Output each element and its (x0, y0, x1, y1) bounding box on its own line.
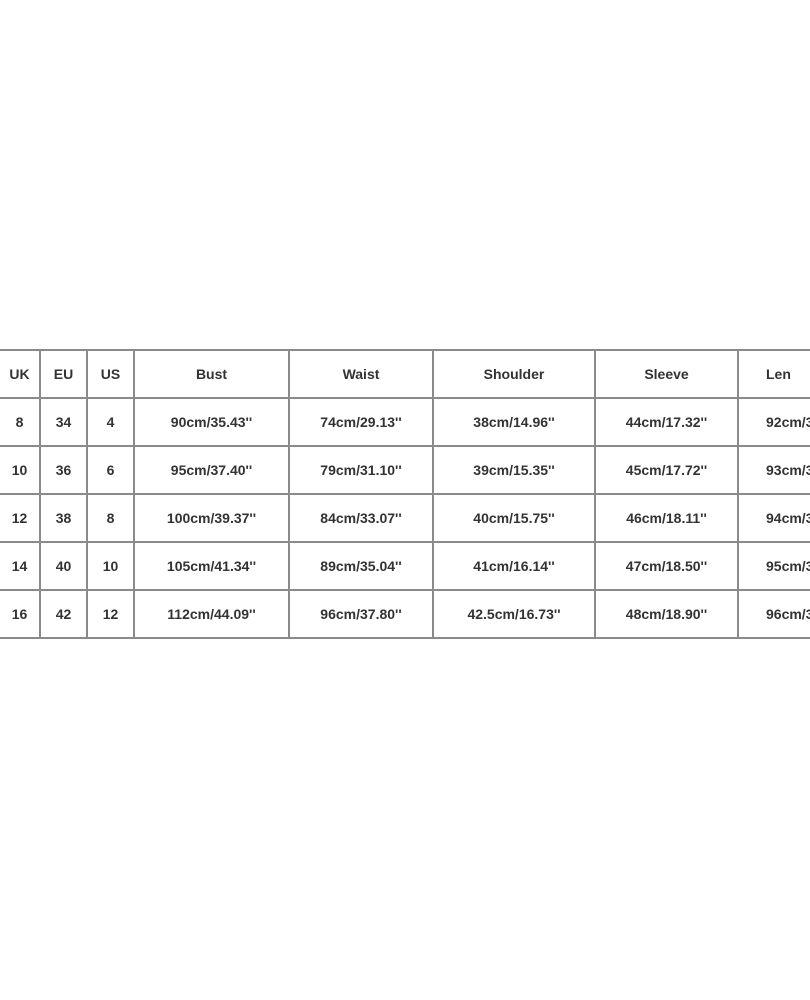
cell-bust: 90cm/35.43'' (133, 397, 290, 447)
header-length: Len (737, 349, 810, 399)
cell-uk: 12 (0, 493, 41, 543)
cell-bust: 112cm/44.09'' (133, 589, 290, 639)
cell-bust: 105cm/41.34'' (133, 541, 290, 591)
table-row: 16 42 12 112cm/44.09'' 96cm/37.80'' 42.5cm/16… (0, 589, 810, 639)
cell-shoulder: 39cm/15.35'' (432, 445, 596, 495)
cell-eu: 42 (39, 589, 88, 639)
header-row: UK EU US Bust Waist Shoulder Sleeve Len (0, 349, 810, 399)
table-row: 8 34 4 90cm/35.43'' 74cm/29.13'' 38cm/14.96''… (0, 397, 810, 447)
header-eu: EU (39, 349, 88, 399)
cell-sleeve: 44cm/17.32'' (594, 397, 739, 447)
cell-waist: 74cm/29.13'' (288, 397, 434, 447)
cell-eu: 34 (39, 397, 88, 447)
header-us: US (86, 349, 135, 399)
cell-eu: 38 (39, 493, 88, 543)
header-sleeve: Sleeve (594, 349, 739, 399)
table-row: 14 40 10 105cm/41.34'' 89cm/35.04'' 41cm/16.1… (0, 541, 810, 591)
table-row: 12 38 8 100cm/39.37'' 84cm/33.07'' 40cm/15.75… (0, 493, 810, 543)
cell-sleeve: 48cm/18.90'' (594, 589, 739, 639)
cell-bust: 100cm/39.37'' (133, 493, 290, 543)
cell-length: 96cm/3 (737, 589, 810, 639)
cell-waist: 96cm/37.80'' (288, 589, 434, 639)
cell-shoulder: 40cm/15.75'' (432, 493, 596, 543)
cell-shoulder: 41cm/16.14'' (432, 541, 596, 591)
header-waist: Waist (288, 349, 434, 399)
cell-uk: 14 (0, 541, 41, 591)
cell-bust: 95cm/37.40'' (133, 445, 290, 495)
cell-shoulder: 38cm/14.96'' (432, 397, 596, 447)
cell-length: 94cm/3 (737, 493, 810, 543)
cell-us: 8 (86, 493, 135, 543)
cell-sleeve: 47cm/18.50'' (594, 541, 739, 591)
cell-us: 12 (86, 589, 135, 639)
cell-length: 93cm/3 (737, 445, 810, 495)
cell-us: 6 (86, 445, 135, 495)
header-uk: UK (0, 349, 41, 399)
cell-uk: 10 (0, 445, 41, 495)
cell-us: 10 (86, 541, 135, 591)
cell-eu: 36 (39, 445, 88, 495)
table-row: 10 36 6 95cm/37.40'' 79cm/31.10'' 39cm/15.35'… (0, 445, 810, 495)
cell-length: 95cm/3 (737, 541, 810, 591)
cell-uk: 16 (0, 589, 41, 639)
cell-waist: 79cm/31.10'' (288, 445, 434, 495)
cell-sleeve: 46cm/18.11'' (594, 493, 739, 543)
cell-sleeve: 45cm/17.72'' (594, 445, 739, 495)
header-shoulder: Shoulder (432, 349, 596, 399)
cell-shoulder: 42.5cm/16.73'' (432, 589, 596, 639)
size-table: UK EU US Bust Waist Shoulder Sleeve Len 8 34 4 90cm… (0, 349, 810, 639)
size-chart: UK EU US Bust Waist Shoulder Sleeve Len 8 34 4 90cm… (0, 349, 810, 639)
cell-us: 4 (86, 397, 135, 447)
cell-waist: 84cm/33.07'' (288, 493, 434, 543)
cell-eu: 40 (39, 541, 88, 591)
cell-waist: 89cm/35.04'' (288, 541, 434, 591)
header-bust: Bust (133, 349, 290, 399)
cell-length: 92cm/3 (737, 397, 810, 447)
cell-uk: 8 (0, 397, 41, 447)
